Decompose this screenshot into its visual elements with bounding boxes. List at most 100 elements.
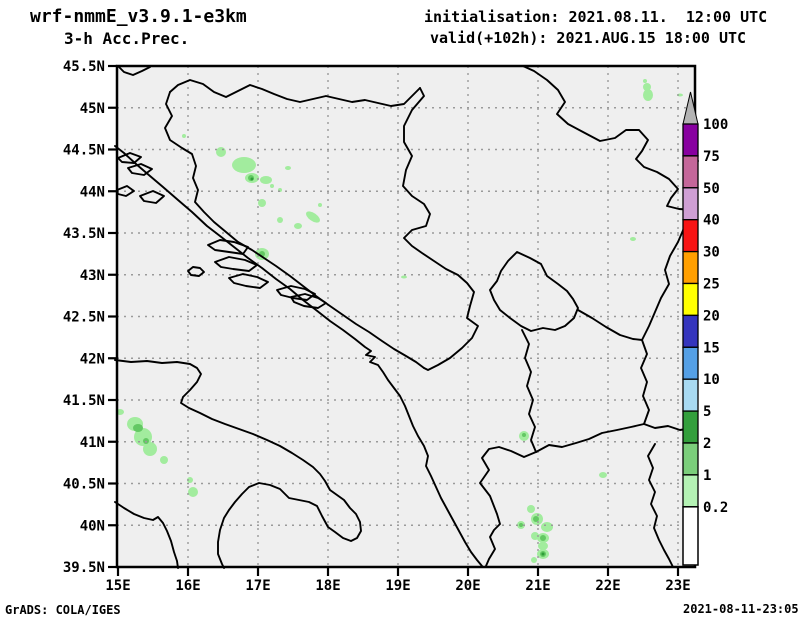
legend-value-label: 30 [703, 245, 720, 261]
legend-segment [682, 282, 699, 317]
serbia-bulgaria-border [640, 213, 690, 425]
precip-spot [541, 552, 545, 556]
x-axis-tick-label: 23E [665, 578, 690, 594]
island-outline [139, 190, 165, 204]
product-title: 3-h Acc.Prec. [64, 29, 190, 48]
precip-spot [258, 199, 266, 207]
legend-segment [682, 219, 699, 253]
precip-spot [160, 456, 168, 464]
precip-spot [538, 542, 548, 550]
y-axis-tick-label: 39.5N [63, 560, 105, 576]
legend-underflow-segment [682, 506, 699, 566]
legend-segment [682, 187, 699, 221]
legend-value-label: 100 [703, 117, 728, 133]
sava-north-border [169, 79, 421, 107]
precip-spot [188, 487, 198, 497]
legend-value-label: 5 [703, 404, 711, 420]
valid-time-label: valid(+102h): 2021.AUG.15 18:00 UTC [430, 29, 747, 47]
legend-value-label: 40 [703, 213, 720, 229]
adriatic-coastline [114, 145, 483, 567]
istria-top-edge [117, 65, 151, 76]
legend-segment [682, 155, 699, 189]
precip-spot [401, 275, 407, 279]
legend-value-label: 2 [703, 436, 711, 452]
island-outline [228, 273, 269, 289]
precip-spot [527, 505, 535, 513]
legend-value-label: 75 [703, 149, 720, 165]
legend-segment [682, 442, 699, 476]
legend-value-label: 25 [703, 277, 720, 293]
precip-spot [133, 424, 143, 432]
precip-spot [260, 176, 272, 184]
y-axis-tick-label: 43N [80, 268, 105, 284]
legend-segment [682, 378, 699, 412]
drina-montenegro-border [402, 87, 479, 371]
island-outline [187, 266, 205, 277]
precip-spot [182, 134, 186, 138]
precip-spot [599, 472, 607, 478]
island-outline [117, 152, 142, 164]
creation-timestamp: 2021-08-11-23:05 [683, 602, 799, 616]
precip-spot [294, 223, 302, 229]
grads-credit: GrADS: COLA/IGES [5, 603, 121, 617]
danube-romania-border [522, 65, 696, 211]
island-outline [276, 285, 316, 301]
precip-spot [270, 184, 274, 188]
precip-spot [143, 438, 149, 444]
y-axis-tick-label: 45.5N [63, 59, 105, 75]
precip-spot [522, 433, 526, 437]
precip-spot [306, 211, 320, 223]
y-axis-tick-label: 42N [80, 351, 105, 367]
precip-spot [643, 89, 653, 101]
x-axis-tick-label: 22E [595, 578, 620, 594]
kosovo-border [489, 251, 579, 332]
island-outline [207, 239, 249, 255]
legend-segment [682, 346, 699, 380]
model-title: wrf-nmmE_v3.9.1-e3km [30, 6, 247, 27]
x-axis-tick-label: 19E [385, 578, 410, 594]
island-outline [214, 256, 258, 272]
legend-segment [682, 123, 699, 157]
precip-spot [143, 442, 157, 456]
tyrrhenian-coastline [114, 501, 179, 569]
x-axis-tick-label: 17E [245, 578, 270, 594]
precip-spot [318, 203, 322, 207]
precip-spot [630, 237, 636, 241]
greece-macedonia-border [535, 423, 645, 453]
legend-value-label: 20 [703, 308, 720, 324]
x-axis-tick-label: 16E [175, 578, 200, 594]
legend-value-label: 0.2 [703, 500, 728, 516]
legend-segment [682, 314, 699, 348]
island-outline [127, 163, 153, 176]
legend-value-label: 50 [703, 181, 720, 197]
legend-segment [682, 410, 699, 444]
precip-spot [285, 166, 291, 170]
albania-greece-border [479, 446, 537, 567]
precip-spot [250, 177, 254, 181]
y-axis-tick-label: 45N [80, 101, 105, 117]
precip-spot [643, 79, 647, 83]
precip-spot [531, 557, 537, 563]
albania-macedonia-border [521, 329, 537, 453]
y-axis-tick-label: 41N [80, 435, 105, 451]
precip-spot [277, 217, 283, 223]
y-axis-tick-label: 44N [80, 184, 105, 200]
legend-value-label: 15 [703, 340, 720, 356]
y-axis-tick-label: 40N [80, 518, 105, 534]
x-axis-tick-label: 20E [455, 578, 480, 594]
precip-spot [541, 522, 553, 532]
aegean-coastline [647, 443, 674, 568]
legend-segment [682, 250, 699, 285]
legend-value-label: 10 [703, 372, 720, 388]
precip-spot [540, 535, 546, 541]
precip-spot [533, 516, 539, 522]
legend-segment [682, 474, 699, 508]
x-axis-tick-label: 15E [105, 578, 130, 594]
legend-value-label: 1 [703, 468, 711, 484]
y-axis-tick-label: 43.5N [63, 226, 105, 242]
macedonia-north-border [577, 309, 643, 341]
island-outline [290, 293, 327, 309]
precip-spot [519, 523, 523, 527]
